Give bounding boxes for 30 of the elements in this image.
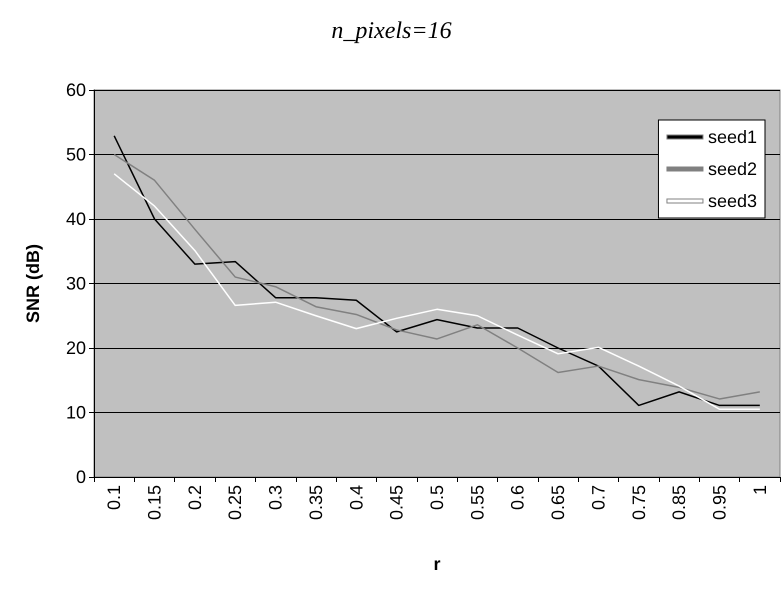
- y-tick-label: 60: [66, 80, 86, 100]
- x-tick-label: 0.6: [508, 485, 528, 510]
- legend-label: seed2: [708, 159, 758, 179]
- y-tick-label: 20: [66, 338, 86, 358]
- x-tick-label: 0.5: [427, 485, 447, 510]
- x-tick-label: 0.2: [184, 485, 205, 510]
- x-tick-label: 0.95: [709, 485, 730, 520]
- x-tick-label: 0.3: [266, 485, 286, 510]
- chart-title: n_pixels=16: [331, 18, 452, 44]
- y-tick-label: 50: [66, 144, 86, 164]
- legend-label: seed3: [708, 191, 758, 211]
- x-tick-label: 1: [750, 485, 770, 496]
- x-tick-label: 0.75: [628, 485, 649, 520]
- y-tick-label: 40: [66, 209, 86, 229]
- x-tick-label: 0.25: [225, 485, 246, 520]
- y-tick-label: 0: [76, 467, 86, 487]
- x-tick-label: 0.15: [144, 485, 165, 520]
- x-tick-label: 0.85: [669, 485, 690, 520]
- x-tick-label: 0.7: [588, 485, 608, 510]
- x-axis-title: r: [433, 554, 441, 574]
- legend-label: seed1: [708, 127, 758, 147]
- y-tick-label: 10: [66, 402, 86, 422]
- x-tick-label: 0.65: [548, 485, 568, 520]
- x-tick-label: 0.55: [467, 485, 488, 520]
- x-tick-label: 0.35: [306, 485, 326, 520]
- y-tick-label: 30: [66, 274, 86, 294]
- x-tick-label: 0.1: [104, 485, 124, 510]
- y-axis-title: SNR (dB): [23, 244, 43, 323]
- x-tick-label: 0.4: [346, 485, 366, 510]
- x-tick-label: 0.45: [386, 485, 407, 520]
